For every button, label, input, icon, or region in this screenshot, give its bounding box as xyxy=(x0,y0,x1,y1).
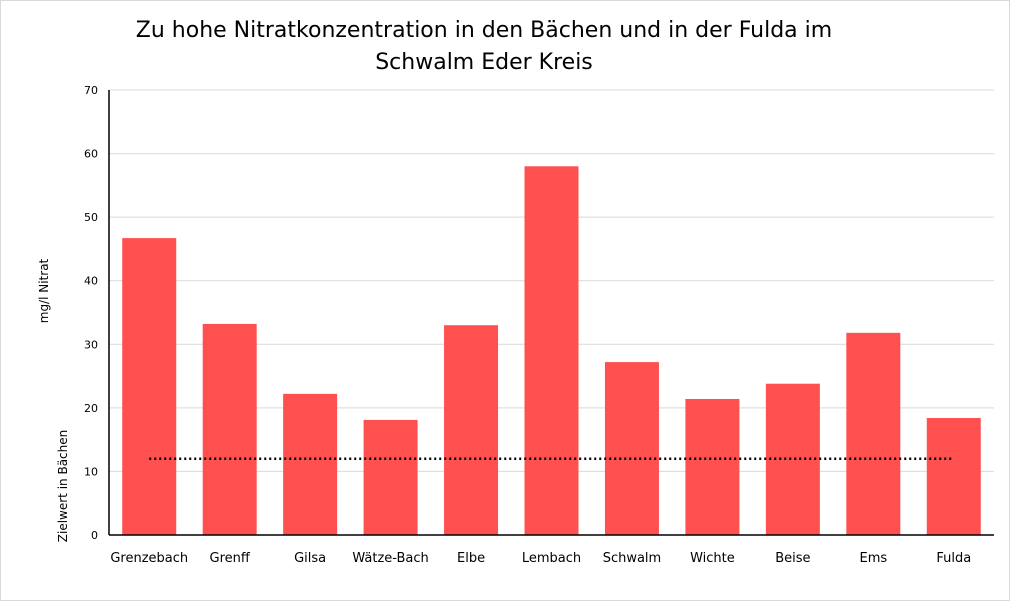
x-tick-label: Ems xyxy=(859,551,887,566)
title-line-2: Schwalm Eder Kreis xyxy=(375,50,593,75)
x-tick-label: Grenzebach xyxy=(110,551,188,566)
x-tick-label: Grenff xyxy=(210,551,251,566)
bar-Grenzebach xyxy=(122,238,177,535)
x-tick-label: Beise xyxy=(775,551,810,566)
bar-Fulda xyxy=(926,418,981,535)
y-tick-label: 50 xyxy=(84,211,98,224)
bar-Ems xyxy=(846,332,901,535)
bar-Beise xyxy=(765,383,820,535)
y-tick-label: 40 xyxy=(84,275,98,288)
y-axis-label: mg/l Nitrat xyxy=(37,258,51,323)
x-tick-label: Schwalm xyxy=(603,551,662,566)
bar-Schwalm xyxy=(604,362,659,535)
x-tick-label: Elbe xyxy=(457,551,485,566)
x-tick-label: Gilsa xyxy=(294,551,326,566)
bar-Gilsa xyxy=(283,393,338,535)
bar-Wichte xyxy=(685,398,740,535)
y-tick-label: 20 xyxy=(84,402,98,415)
chart-title: Zu hohe Nitratkonzentration in den Bäche… xyxy=(1,15,967,79)
y-tick-label: 0 xyxy=(91,529,98,542)
bar-Wätze-Bach xyxy=(363,419,418,535)
bar-Lembach xyxy=(524,166,579,536)
title-line-1: Zu hohe Nitratkonzentration in den Bäche… xyxy=(135,18,833,43)
y-tick-label: 10 xyxy=(84,465,98,478)
x-tick-label: Wätze-Bach xyxy=(352,551,428,566)
y-tick-label: 30 xyxy=(84,338,98,351)
y-tick-label: 70 xyxy=(84,84,98,97)
reference-label: Zielwert in Bächen xyxy=(56,430,70,542)
x-tick-label: Fulda xyxy=(936,551,971,566)
y-tick-label: 60 xyxy=(84,148,98,161)
bar-Elbe xyxy=(444,325,499,535)
x-tick-label: Wichte xyxy=(690,551,735,566)
bar-Grenff xyxy=(202,323,257,535)
x-tick-label: Lembach xyxy=(522,551,581,566)
